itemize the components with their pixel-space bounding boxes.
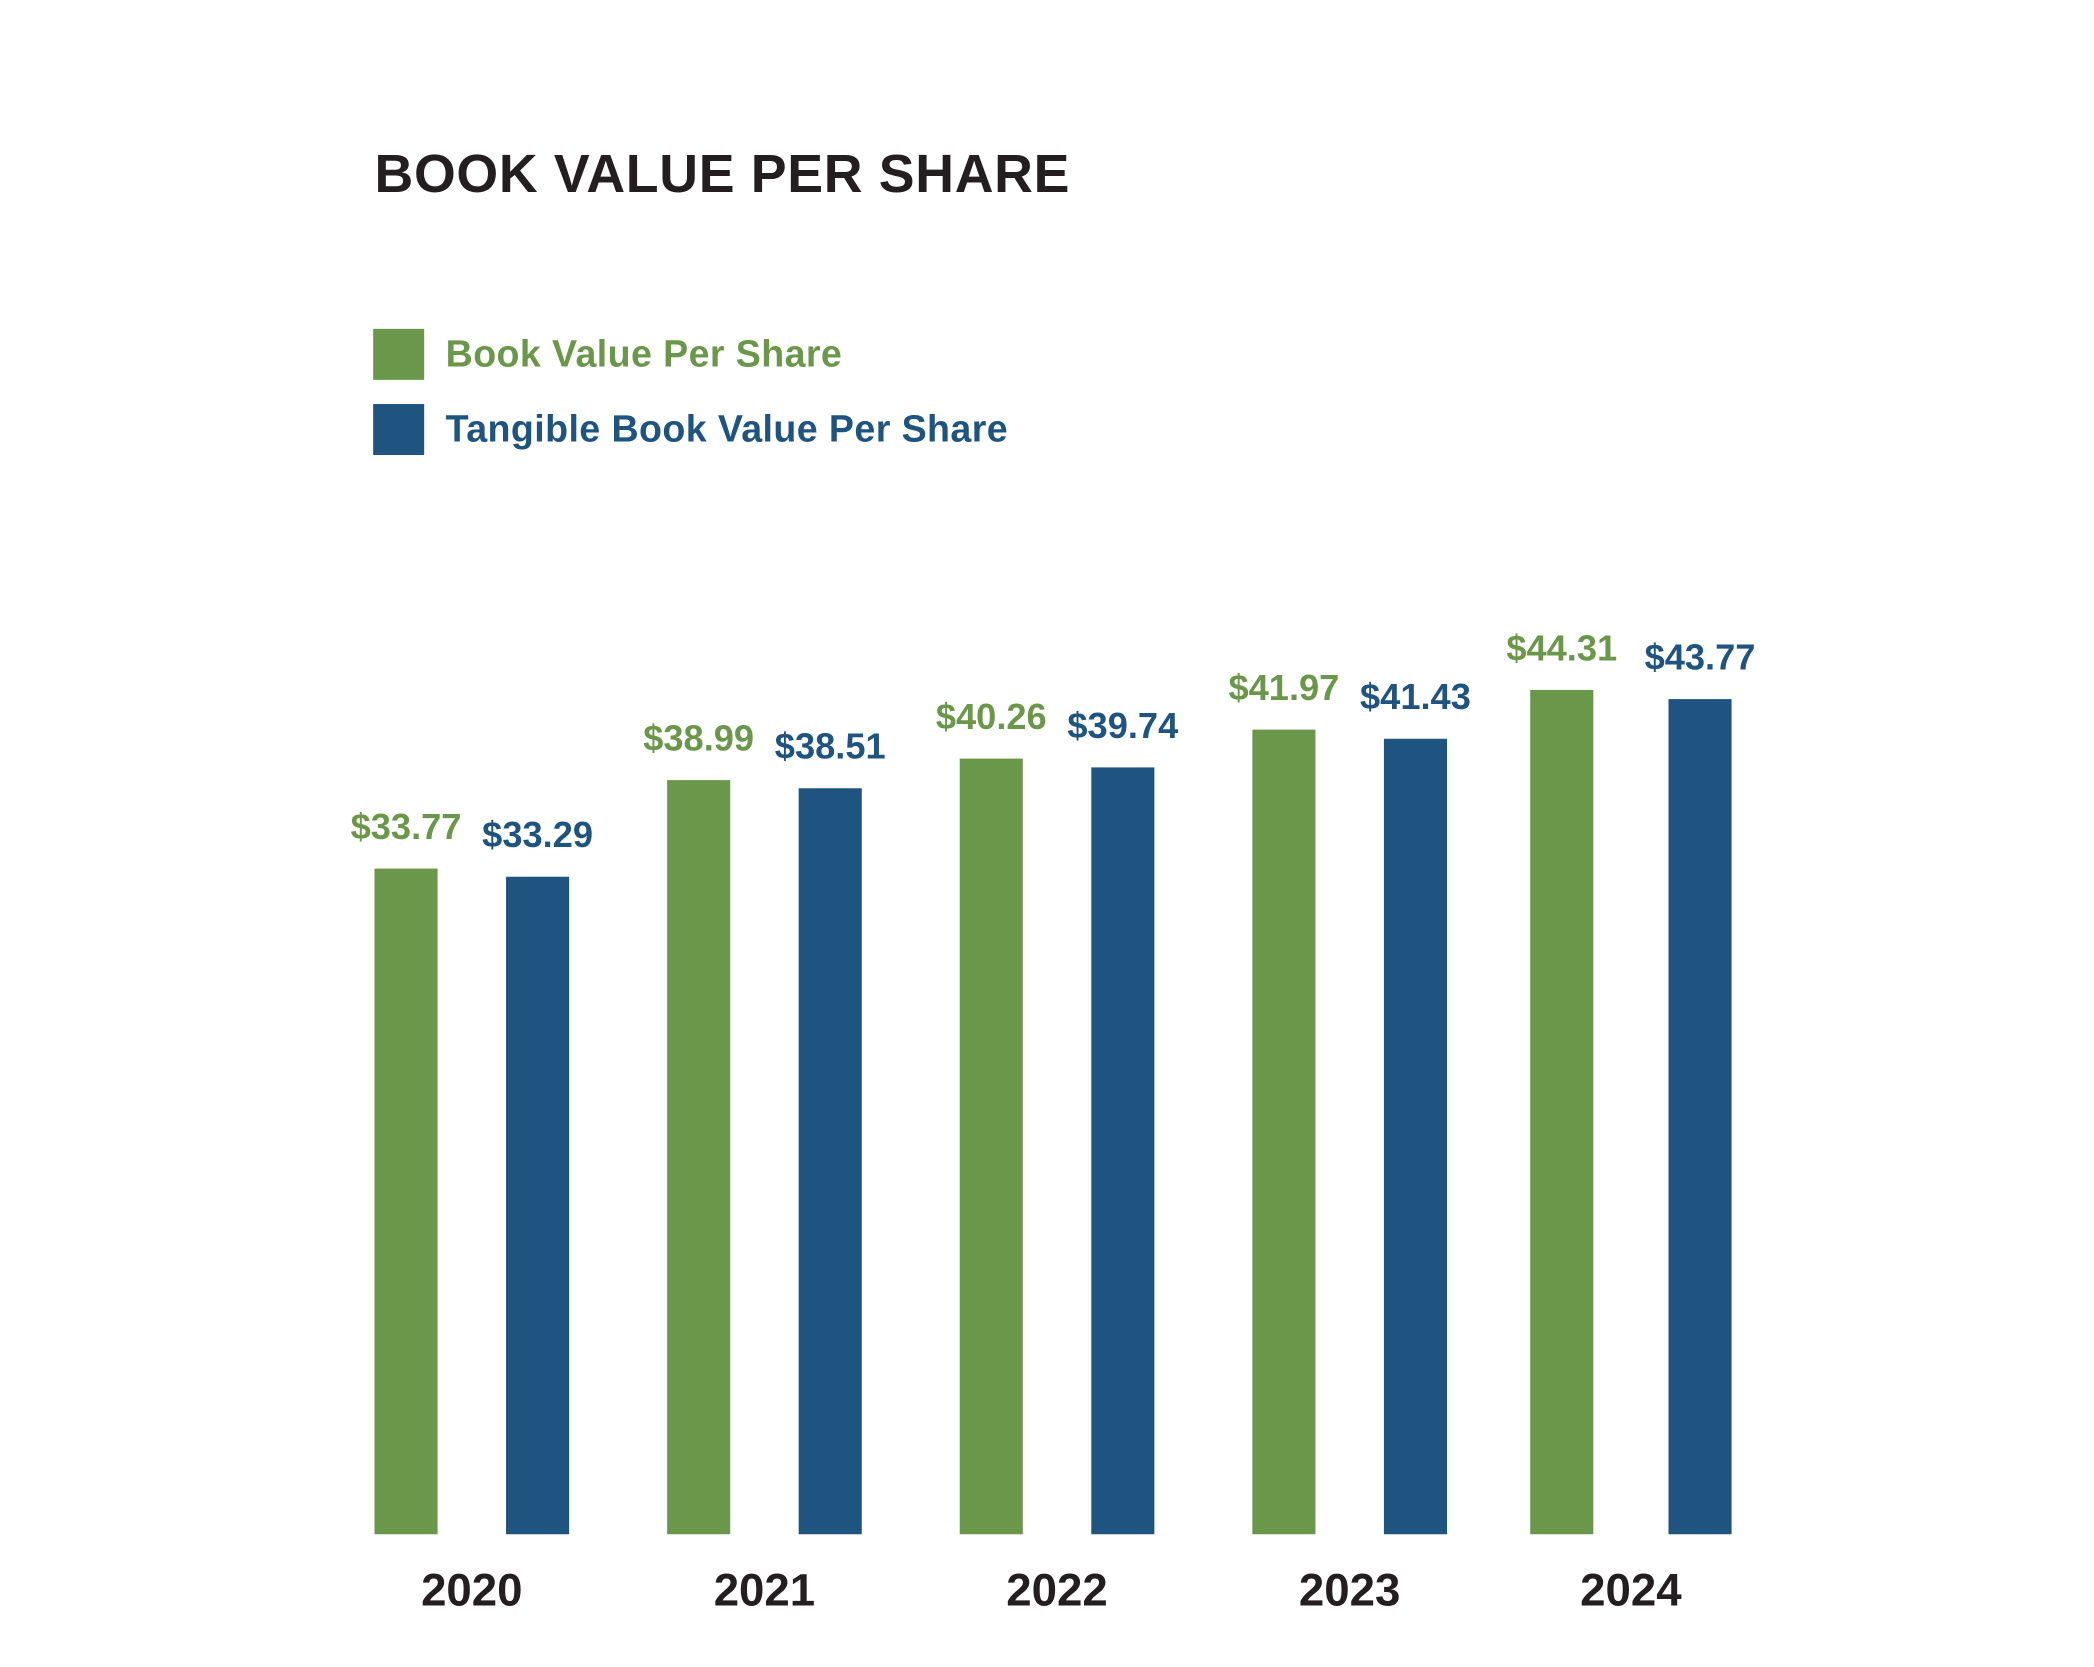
x-tick-label: 2023: [1299, 1564, 1401, 1615]
bar-book-2024: [1530, 689, 1594, 1535]
data-label: $33.29: [482, 814, 593, 855]
legend-label-tangible-book-value: Tangible Book Value Per Share: [445, 408, 1009, 450]
x-tick-label: 2022: [1006, 1564, 1108, 1615]
data-label: $39.74: [1067, 705, 1178, 746]
chart-title: BOOK VALUE PER SHARE: [374, 144, 1071, 205]
bar-tangible-2021: [798, 788, 862, 1535]
data-label: $41.43: [1360, 676, 1471, 717]
legend-swatch-tangible-book-value: [373, 404, 425, 456]
bar-book-2022: [959, 758, 1023, 1535]
x-tick-label: 2021: [714, 1564, 816, 1615]
data-label: $33.77: [351, 806, 462, 847]
bar-tangible-2024: [1668, 699, 1732, 1535]
x-tick-label: 2020: [421, 1564, 523, 1615]
data-label: $41.97: [1228, 667, 1339, 708]
bar-tangible-2022: [1091, 767, 1155, 1535]
x-tick-label: 2024: [1580, 1564, 1682, 1615]
data-label: $44.31: [1506, 627, 1617, 668]
bar-book-2021: [667, 780, 731, 1535]
legend-item-book-value: Book Value Per Share: [373, 328, 843, 380]
legend-swatch-book-value: [373, 328, 425, 380]
data-label: $38.99: [643, 718, 754, 759]
bar-tangible-2020: [506, 876, 570, 1535]
legend-item-tangible-book-value: Tangible Book Value Per Share: [373, 404, 1009, 456]
data-label: $40.26: [936, 696, 1047, 737]
data-label: $43.77: [1645, 637, 1756, 678]
bar-tangible-2023: [1383, 738, 1447, 1535]
bar-book-2020: [374, 868, 438, 1535]
bar-book-2023: [1252, 729, 1316, 1535]
legend-label-book-value: Book Value Per Share: [445, 332, 843, 375]
data-label: $38.51: [775, 726, 886, 767]
